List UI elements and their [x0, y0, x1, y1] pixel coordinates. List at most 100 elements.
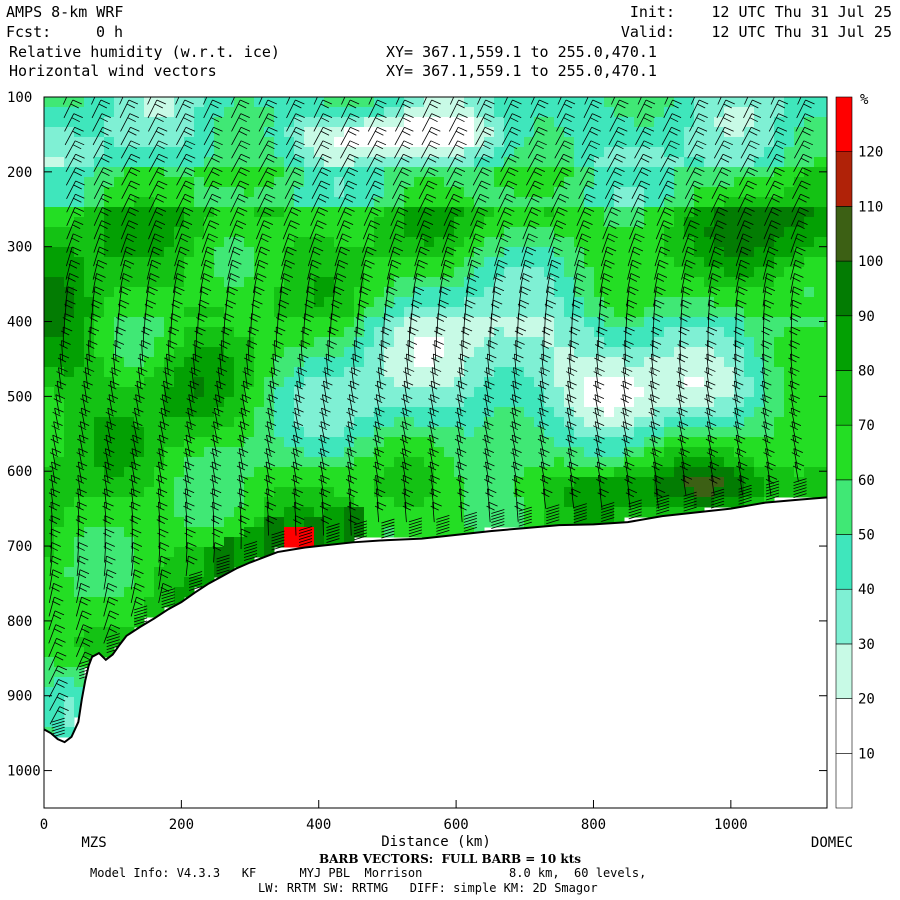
rh-cell: [124, 527, 135, 538]
rh-cell: [454, 277, 465, 288]
rh-cell: [64, 527, 75, 538]
rh-cell: [154, 257, 165, 268]
rh-cell: [554, 167, 565, 178]
wind-barb: [230, 180, 241, 199]
rh-cell: [554, 357, 565, 368]
rh-cell: [474, 347, 485, 358]
rh-cell: [284, 127, 295, 138]
rh-cell: [764, 447, 775, 458]
rh-cell: [44, 677, 55, 688]
rh-cell: [44, 497, 55, 508]
wind-barb-flag: [103, 532, 112, 538]
rh-cell: [194, 487, 205, 498]
rh-cell: [594, 337, 605, 348]
wind-barb: [227, 246, 235, 267]
rh-cell: [284, 477, 295, 488]
rh-cell: [744, 377, 755, 388]
rh-cell: [374, 297, 385, 308]
rh-cell: [394, 307, 405, 318]
rh-cell: [284, 507, 295, 518]
rh-cell: [394, 447, 405, 458]
wind-barb-flag: [185, 113, 195, 119]
near-surface-barb: [271, 539, 285, 545]
rh-cell: [684, 257, 695, 268]
rh-cell: [484, 457, 495, 468]
rh-cell: [634, 397, 645, 408]
wind-barb-flag: [246, 353, 256, 359]
rh-cell: [144, 97, 155, 108]
rh-cell: [764, 167, 775, 178]
wind-barb-flag: [287, 246, 297, 252]
rh-cell: [174, 227, 185, 238]
rh-cell: [344, 287, 355, 298]
rh-cell: [234, 347, 245, 358]
rh-cell: [714, 307, 725, 318]
wind-barb: [79, 421, 85, 442]
rh-cell: [54, 677, 65, 688]
rh-cell: [354, 457, 365, 468]
rh-cell: [64, 127, 75, 138]
wind-barb-flag: [348, 167, 358, 173]
wind-barb-flag: [361, 277, 370, 282]
rh-cell: [414, 527, 425, 538]
rh-cell: [214, 537, 225, 548]
near-surface-barb: [298, 541, 313, 546]
rh-cell: [44, 477, 55, 488]
rh-cell: [584, 427, 595, 438]
rh-cell: [704, 397, 715, 408]
rh-cell: [794, 237, 805, 248]
rh-cell: [104, 137, 115, 148]
rh-cell: [494, 107, 505, 118]
rh-cell: [334, 337, 345, 348]
rh-cell: [454, 527, 465, 538]
rh-cell: [194, 267, 205, 278]
rh-cell: [494, 187, 505, 198]
rh-cell: [194, 417, 205, 428]
rh-cell: [414, 397, 425, 408]
rh-cell: [164, 347, 175, 358]
rh-cell: [444, 527, 455, 538]
wind-barb-flag: [102, 193, 113, 199]
wind-barb-flag: [99, 224, 108, 229]
rh-cell: [374, 157, 385, 168]
rh-cell: [314, 177, 325, 188]
rh-cell: [94, 487, 105, 498]
rh-cell: [494, 397, 505, 408]
rh-cell: [614, 237, 625, 248]
rh-cell: [64, 337, 75, 348]
rh-cell: [744, 277, 755, 288]
wind-barb: [185, 448, 190, 469]
wind-barb: [176, 140, 187, 159]
rh-cell: [764, 317, 775, 328]
wind-barb-flag: [105, 448, 115, 453]
wind-barb: [109, 381, 114, 401]
wind-barb: [148, 140, 159, 159]
rh-cell: [454, 187, 465, 198]
rh-cell: [54, 357, 65, 368]
rh-cell: [384, 107, 395, 118]
rh-cell: [244, 367, 255, 378]
rh-cell: [364, 437, 375, 448]
rh-cell: [494, 327, 505, 338]
rh-cell: [564, 167, 575, 178]
wind-barb: [65, 260, 72, 280]
rh-cell: [764, 347, 775, 358]
wind-barb-flag: [238, 103, 247, 109]
wind-barb: [304, 300, 308, 321]
wind-barb-flag: [52, 614, 62, 620]
rh-cell: [434, 347, 445, 358]
rh-cell: [184, 237, 195, 248]
rh-cell: [214, 247, 225, 258]
rh-cell: [184, 147, 195, 158]
wind-barb-flag: [162, 583, 173, 588]
wind-barb: [362, 233, 370, 253]
rh-cell: [644, 177, 655, 188]
rh-cell: [794, 327, 805, 338]
rh-cell: [44, 507, 55, 518]
rh-cell: [714, 217, 725, 228]
rh-cell: [824, 257, 827, 268]
wind-barb: [308, 233, 317, 253]
rh-cell: [584, 327, 595, 338]
rh-cell: [204, 567, 215, 578]
rh-cell: [434, 417, 445, 428]
